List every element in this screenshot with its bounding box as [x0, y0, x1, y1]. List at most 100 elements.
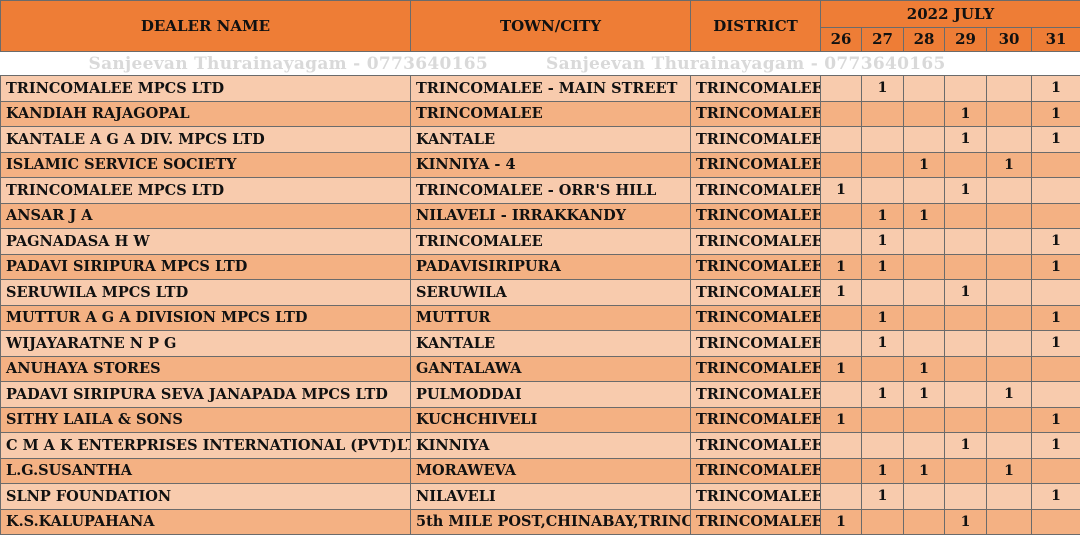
- table-row: WIJAYARATNE N P G KANTALE TRINCOMALEE 1 1: [0, 330, 1080, 357]
- day-cell: 1: [861, 202, 904, 229]
- day-cell: [1030, 177, 1080, 204]
- header-day: 27: [861, 26, 904, 53]
- district-cell: TRINCOMALEE: [690, 355, 821, 382]
- day-cell: [986, 508, 1032, 535]
- day-cell: 1: [820, 406, 862, 433]
- day-cell: [944, 330, 987, 357]
- day-cell: [820, 151, 862, 178]
- day-cell: 1: [944, 100, 987, 127]
- table-row: ISLAMIC SERVICE SOCIETY KINNIYA - 4 TRINCO…: [0, 151, 1080, 178]
- table-row: SLNP FOUNDATION NILAVELI TRINCOMALEE 1 1: [0, 483, 1080, 510]
- table-row: SERUWILA MPCS LTD SERUWILA TRINCOMALEE 1 1: [0, 279, 1080, 306]
- town-city-cell: MORAWEVA: [410, 457, 691, 484]
- day-cell: [820, 432, 862, 459]
- day-cell: 1: [1030, 126, 1080, 153]
- district-cell: TRINCOMALEE: [690, 508, 821, 535]
- day-cell: [986, 330, 1032, 357]
- day-cell: [944, 483, 987, 510]
- day-cell: [820, 304, 862, 331]
- watermark-text: Sanjeevan Thurainayagam - 0773640165: [88, 53, 489, 74]
- day-cell: [986, 406, 1032, 433]
- day-cell: [903, 483, 945, 510]
- district-cell: TRINCOMALEE: [690, 253, 821, 280]
- day-cell: [986, 279, 1032, 306]
- dealer-name-cell: PADAVI SIRIPURA SEVA JANAPADA MPCS LTD: [0, 381, 411, 408]
- day-cell: [903, 253, 945, 280]
- header-day: 31: [1030, 26, 1080, 53]
- day-cell: 1: [986, 151, 1032, 178]
- dealer-name-cell: TRINCOMALEE MPCS LTD: [0, 75, 411, 102]
- table-row: KANDIAH RAJAGOPAL TRINCOMALEE TRINCOMALEE 1…: [0, 100, 1080, 127]
- day-cell: [1030, 279, 1080, 306]
- day-cell: [820, 228, 862, 255]
- table-row: SITHY LAILA & SONS KUCHCHIVELI TRINCOMALEE…: [0, 406, 1080, 433]
- town-city-cell: KINNIYA - 4: [410, 151, 691, 178]
- day-cell: 1: [820, 253, 862, 280]
- table-row: ANUHAYA STORES GANTALAWA TRINCOMALEE 1 1: [0, 355, 1080, 382]
- day-cell: [820, 483, 862, 510]
- day-cell: [903, 126, 945, 153]
- watermark-text: Sanjeevan Thurainayagam - 0773640165: [546, 53, 946, 74]
- header-period: 2022 JULY: [819, 0, 1080, 28]
- day-cell: 1: [903, 381, 945, 408]
- day-cell: [820, 75, 862, 102]
- day-cell: [1030, 508, 1080, 535]
- day-cell: 1: [1030, 253, 1080, 280]
- day-cell: [820, 202, 862, 229]
- day-cell: 1: [903, 457, 945, 484]
- district-cell: TRINCOMALEE: [690, 100, 821, 127]
- header-town-city: TOWN/CITY: [410, 0, 691, 52]
- header-day: 28: [903, 26, 945, 53]
- table-row: KANTALE A G A DIV. MPCS LTD KANTALE TRINCO…: [0, 126, 1080, 153]
- table-row: ANSAR J A NILAVELI - IRRAKKANDY TRINCOMALE…: [0, 202, 1080, 229]
- town-city-cell: NILAVELI: [410, 483, 691, 510]
- district-cell: TRINCOMALEE: [690, 228, 821, 255]
- day-cell: [903, 432, 945, 459]
- day-cell: [861, 126, 904, 153]
- district-cell: TRINCOMALEE: [690, 330, 821, 357]
- dealer-name-cell: SERUWILA MPCS LTD: [0, 279, 411, 306]
- day-cell: 1: [1030, 432, 1080, 459]
- day-cell: [986, 253, 1032, 280]
- table-row: TRINCOMALEE MPCS LTD TRINCOMALEE - MAIN S…: [0, 75, 1080, 102]
- dealer-name-cell: TRINCOMALEE MPCS LTD: [0, 177, 411, 204]
- dealer-name-cell: L.G.SUSANTHA: [0, 457, 411, 484]
- header-district: DISTRICT: [690, 0, 821, 52]
- day-cell: [820, 381, 862, 408]
- table-row: MUTTUR A G A DIVISION MPCS LTD MUTTUR TRIN…: [0, 304, 1080, 331]
- district-cell: TRINCOMALEE: [690, 177, 821, 204]
- table-row: PAGNADASA H W TRINCOMALEE TRINCOMALEE 1 1: [0, 228, 1080, 255]
- day-cell: 1: [861, 483, 904, 510]
- day-cell: [986, 304, 1032, 331]
- day-cell: 1: [820, 355, 862, 382]
- day-cell: 1: [820, 177, 862, 204]
- town-city-cell: TRINCOMALEE - MAIN STREET: [410, 75, 691, 102]
- day-cell: 1: [1030, 75, 1080, 102]
- day-cell: [944, 228, 987, 255]
- day-cell: [1030, 355, 1080, 382]
- town-city-cell: KANTALE: [410, 126, 691, 153]
- day-cell: [944, 406, 987, 433]
- district-cell: TRINCOMALEE: [690, 457, 821, 484]
- town-city-cell: SERUWILA: [410, 279, 691, 306]
- dealer-name-cell: KANTALE A G A DIV. MPCS LTD: [0, 126, 411, 153]
- town-city-cell: TRINCOMALEE - ORR'S HILL: [410, 177, 691, 204]
- district-cell: TRINCOMALEE: [690, 126, 821, 153]
- day-cell: [861, 100, 904, 127]
- day-cell: 1: [903, 355, 945, 382]
- day-cell: [944, 457, 987, 484]
- day-cell: [861, 432, 904, 459]
- day-cell: [903, 406, 945, 433]
- dealer-name-cell: ISLAMIC SERVICE SOCIETY: [0, 151, 411, 178]
- dealer-name-cell: MUTTUR A G A DIVISION MPCS LTD: [0, 304, 411, 331]
- town-city-cell: TRINCOMALEE: [410, 228, 691, 255]
- day-cell: [986, 177, 1032, 204]
- day-cell: [903, 330, 945, 357]
- day-cell: [820, 100, 862, 127]
- day-cell: 1: [820, 508, 862, 535]
- day-cell: [944, 151, 987, 178]
- table-row: K.S.KALUPAHANA 5th MILE POST,CHINABAY,TRI…: [0, 508, 1080, 535]
- header-day: 29: [944, 26, 987, 53]
- district-cell: TRINCOMALEE: [690, 151, 821, 178]
